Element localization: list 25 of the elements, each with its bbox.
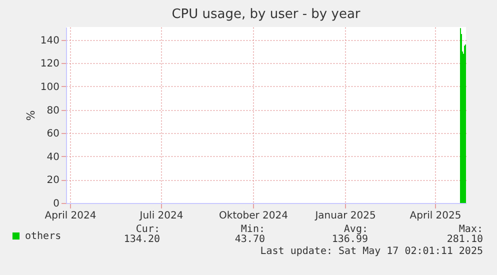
text: Avg: — [344, 224, 368, 235]
chart-title: CPU usage, by user - by year — [172, 7, 361, 22]
y-tick-label: 60 — [46, 128, 60, 140]
y-tick-label: 140 — [40, 35, 60, 46]
y-tick-label: 120 — [40, 58, 60, 70]
x-tick-label: April 2025 — [410, 210, 462, 222]
x-tick-label: Oktober 2024 — [219, 210, 288, 222]
x-tick-label: Juli 2024 — [138, 210, 184, 222]
text: 281.10 — [446, 234, 483, 245]
text: Min: — [240, 224, 265, 235]
y-tick-label: 100 — [40, 82, 60, 93]
text: Cur: — [136, 224, 160, 235]
y-tick-label: 0 — [53, 198, 60, 210]
x-tick-label: April 2024 — [44, 210, 96, 222]
y-tick-label: 80 — [46, 105, 60, 116]
y-tick-label: 20 — [46, 175, 60, 186]
legend-label: others — [25, 231, 62, 242]
y-axis-title: % — [24, 110, 38, 121]
text: 43.70 — [234, 234, 265, 245]
text: 136.99 — [332, 234, 368, 245]
x-tick-label: Januar 2025 — [314, 210, 376, 222]
y-tick-label: 40 — [46, 152, 60, 163]
text: 134.20 — [124, 234, 160, 245]
text: Last update: Sat May 17 02:01:11 2025 — [260, 246, 483, 257]
text: Max: — [458, 224, 483, 235]
